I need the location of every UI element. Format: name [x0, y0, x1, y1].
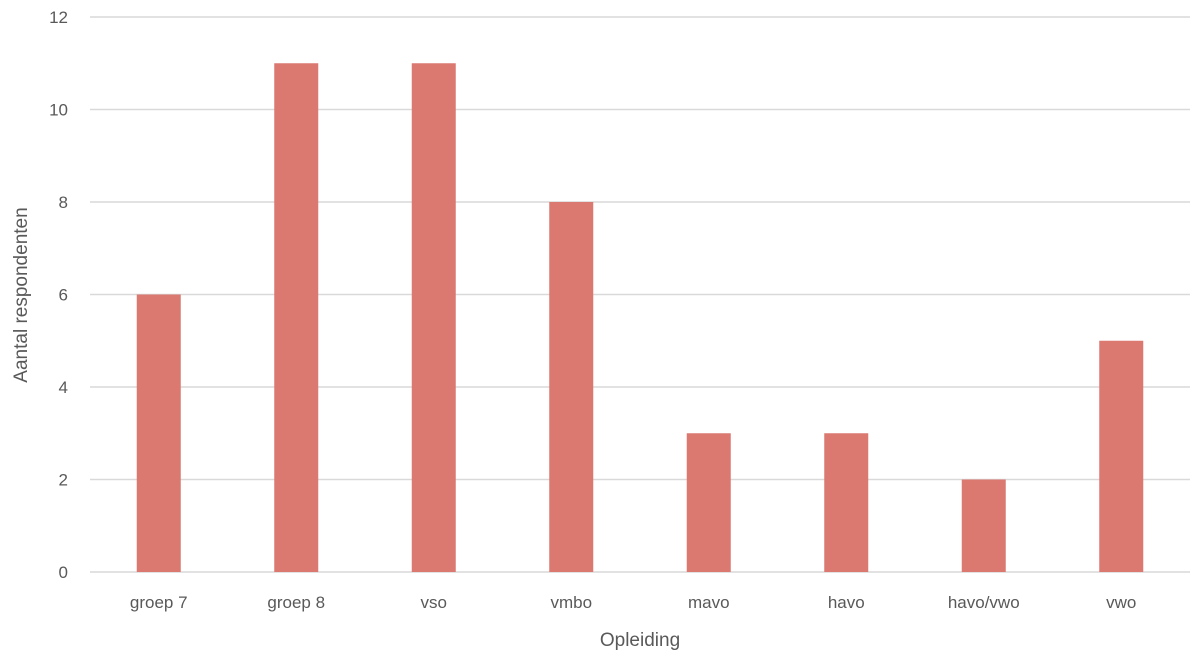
bars: [136, 63, 1144, 572]
bar-vwo: [1099, 340, 1144, 572]
y-tick-label: 6: [59, 286, 68, 305]
y-tick-label: 2: [59, 471, 68, 490]
x-axis-ticks: groep 7 groep 8 vso vmbo mavo havo havo/vwo vwo: [130, 593, 1136, 612]
x-tick-label: mavo: [688, 593, 730, 612]
x-tick-label: havo/vwo: [948, 593, 1020, 612]
y-tick-label: 0: [59, 563, 68, 582]
bar-havo-vwo: [961, 479, 1006, 572]
y-tick-label: 12: [49, 8, 68, 27]
y-tick-label: 10: [49, 101, 68, 120]
bar-havo: [824, 433, 869, 572]
y-axis-title: Aantal respondenten: [11, 207, 32, 382]
gridlines: [90, 16, 1190, 573]
x-tick-label: vwo: [1106, 593, 1136, 612]
y-axis-ticks: 0 2 4 6 8 10 12: [49, 8, 68, 582]
x-tick-label: vmbo: [550, 593, 592, 612]
x-tick-label: vso: [421, 593, 447, 612]
x-axis-title: Opleiding: [600, 630, 680, 651]
y-tick-label: 8: [59, 193, 68, 212]
bar-groep-8: [274, 63, 319, 572]
bar-vso: [411, 63, 456, 572]
bar-mavo: [686, 433, 731, 572]
y-tick-label: 4: [59, 378, 68, 397]
x-tick-label: groep 8: [267, 593, 325, 612]
bar-groep-7: [136, 294, 181, 572]
x-tick-label: havo: [828, 593, 865, 612]
bar-vmbo: [549, 202, 594, 572]
x-tick-label: groep 7: [130, 593, 188, 612]
